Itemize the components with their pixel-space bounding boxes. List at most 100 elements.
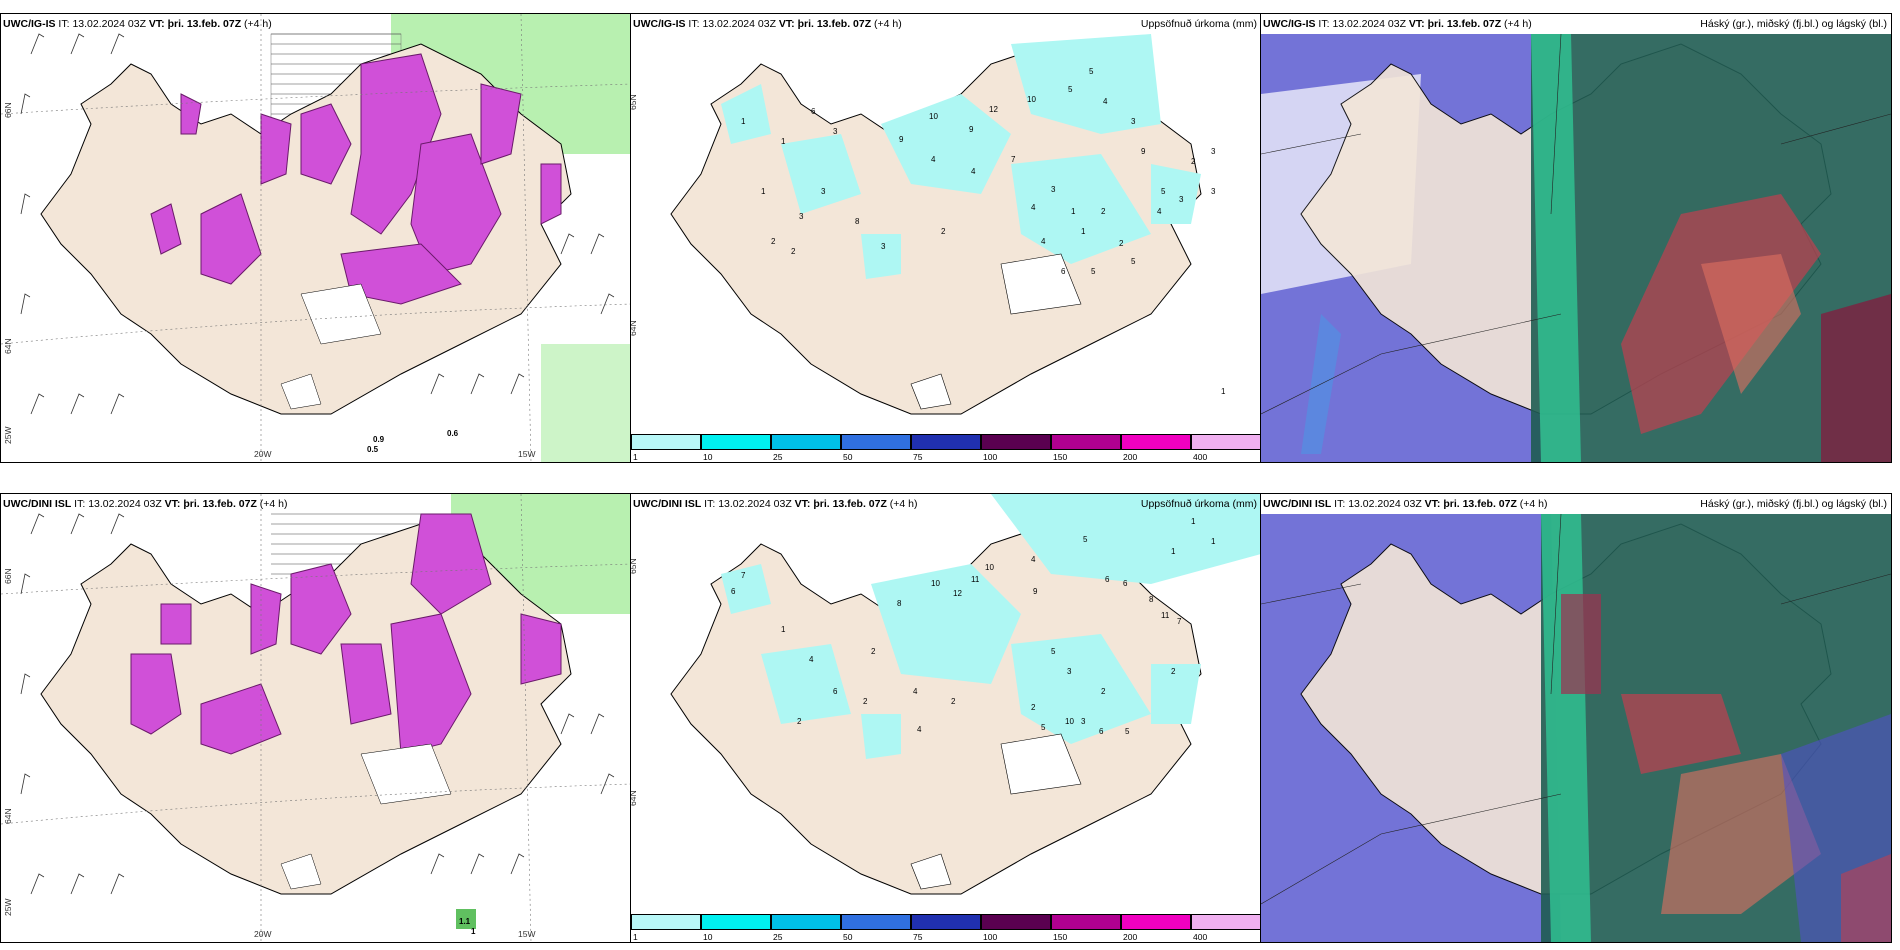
amount: 2 — [863, 697, 868, 706]
amount: 10 — [929, 112, 938, 121]
precip-panel-row2: 7 6 1 4 6 8 2 10 12 11 10 4 9 5 6 6 1 8 … — [630, 493, 1262, 943]
amount: 4 — [1103, 97, 1108, 106]
amount: 3 — [833, 127, 838, 136]
precip-value: 0.5 — [367, 445, 379, 454]
colorbar-swatch — [911, 914, 981, 930]
precip-panel-row1: 1 3 6 3 1 9 4 10 9 12 10 5 5 4 3 7 4 3 2… — [630, 13, 1262, 463]
vt-label: VT: — [164, 498, 181, 510]
colorbar-swatch — [1191, 914, 1261, 930]
wind-map-row2: 1.1 1 — [1, 494, 631, 942]
colorbar-tick: 200 — [1123, 932, 1138, 942]
amount: 3 — [1067, 667, 1072, 676]
amount: 5 — [1125, 727, 1130, 736]
wind-precip-values: 0.9 0.5 0.6 — [367, 429, 459, 454]
amount: 8 — [1149, 595, 1154, 604]
vt-label: VT: — [1408, 18, 1425, 30]
vt-value: þri. 13.feb. 07Z — [1443, 498, 1517, 510]
amount: 1 — [1071, 207, 1076, 216]
it-value: 13.02.2024 03Z — [1348, 498, 1422, 510]
vt-value: þri. 13.feb. 07Z — [167, 18, 242, 30]
amount: 3 — [1081, 717, 1086, 726]
colorbar-tick: 400 — [1193, 932, 1208, 942]
amount: 12 — [989, 105, 998, 114]
amount: 1 — [1221, 387, 1226, 396]
colorbar-tick: 200 — [1123, 452, 1138, 462]
model-name: UWC/DINI ISL — [3, 498, 72, 510]
iceland-outline — [670, 523, 1202, 895]
amount: 2 — [771, 237, 776, 246]
amount: 11 — [1161, 611, 1170, 620]
amount: 1 — [781, 625, 786, 634]
panel-title: Uppsöfnuð úrkoma (mm) — [1140, 18, 1257, 30]
vt-value: þri. 13.feb. 07Z — [1427, 18, 1502, 30]
colorbar-tick: 1 — [633, 452, 638, 462]
cloud-map-row1 — [1261, 14, 1891, 462]
colorbar-swatch — [841, 914, 911, 930]
colorbar-tick: 25 — [773, 932, 783, 942]
amount: 2 — [951, 697, 956, 706]
amount: 2 — [941, 227, 946, 236]
lat-label: 65N — [630, 94, 638, 110]
colorbar-swatch — [1121, 914, 1191, 930]
amount: 3 — [1179, 195, 1184, 204]
amount: 1 — [1211, 537, 1216, 546]
panel-header: UWC/DINI ISL IT: 13.02.2024 03Z VT: þri.… — [633, 498, 918, 510]
amount: 8 — [855, 217, 860, 226]
amount: 3 — [799, 212, 804, 221]
panel-title: Háský (gr.), miðský (fj.bl.) og lágský (… — [1700, 498, 1887, 510]
amount: 4 — [931, 155, 936, 164]
amount: 3 — [1051, 185, 1056, 194]
colorbar-swatch — [1051, 434, 1121, 450]
cloud-map-row2 — [1261, 494, 1891, 942]
colorbar-swatch — [701, 434, 771, 450]
amount: 1 — [1191, 517, 1196, 526]
amount: 2 — [797, 717, 802, 726]
colorbar-swatch — [631, 434, 701, 450]
precip-value: 0.9 — [373, 435, 385, 444]
lead-time: (+4 h) — [1504, 18, 1532, 30]
it-value: 13.02.2024 03Z — [718, 498, 792, 510]
lon-label: 15W — [518, 929, 536, 939]
amount: 3 — [1131, 117, 1136, 126]
lat-label: 64N — [3, 338, 13, 354]
amount: 5 — [1068, 85, 1073, 94]
amount: 10 — [1027, 95, 1036, 104]
vt-label: VT: — [148, 18, 165, 30]
amount: 6 — [1105, 575, 1110, 584]
panel-header: UWC/DINI ISL IT: 13.02.2024 03Z VT: þri.… — [3, 498, 288, 510]
precip-map-row2: 7 6 1 4 6 8 2 10 12 11 10 4 9 5 6 6 1 8 … — [670, 494, 1261, 895]
colorbar-tick: 100 — [983, 452, 998, 462]
colorbar-swatch — [771, 434, 841, 450]
amount: 1 — [1081, 227, 1086, 236]
amount: 4 — [1157, 207, 1162, 216]
lat-label: 66N — [3, 568, 13, 584]
it-value: 13.02.2024 03Z — [88, 498, 162, 510]
model-name: UWC/DINI ISL — [633, 498, 702, 510]
model-name: UWC/IG-IS — [1263, 18, 1316, 30]
lat-label: 64N — [630, 320, 638, 336]
vt-label: VT: — [1424, 498, 1441, 510]
panel-header: UWC/IG-IS IT: 13.02.2024 03Z VT: þri. 13… — [1263, 18, 1532, 30]
amount: 9 — [969, 125, 974, 134]
panel-header: UWC/DINI ISL IT: 13.02.2024 03Z VT: þri.… — [1263, 498, 1548, 510]
it-label: IT: — [1318, 18, 1330, 30]
lat-label: 64N — [630, 790, 638, 806]
panel-header: UWC/IG-IS IT: 13.02.2024 03Z VT: þri. 13… — [3, 18, 272, 30]
amount: 2 — [1191, 157, 1196, 166]
amount: 7 — [741, 571, 746, 580]
lat-label: 65N — [630, 558, 638, 574]
amount: 8 — [897, 599, 902, 608]
amount: 12 — [953, 589, 962, 598]
amount: 6 — [1099, 727, 1104, 736]
amount: 5 — [1091, 267, 1096, 276]
amount: 3 — [821, 187, 826, 196]
colorbar-tick: 25 — [773, 452, 783, 462]
it-label: IT: — [688, 18, 700, 30]
it-label: IT: — [704, 498, 716, 510]
lon-label: 20W — [254, 449, 272, 459]
colorbar-swatch — [701, 914, 771, 930]
amount: 5 — [1051, 647, 1056, 656]
lead-time: (+4 h) — [1519, 498, 1548, 510]
vt-value: þri. 13.feb. 07Z — [797, 18, 872, 30]
amount: 1 — [1171, 547, 1176, 556]
